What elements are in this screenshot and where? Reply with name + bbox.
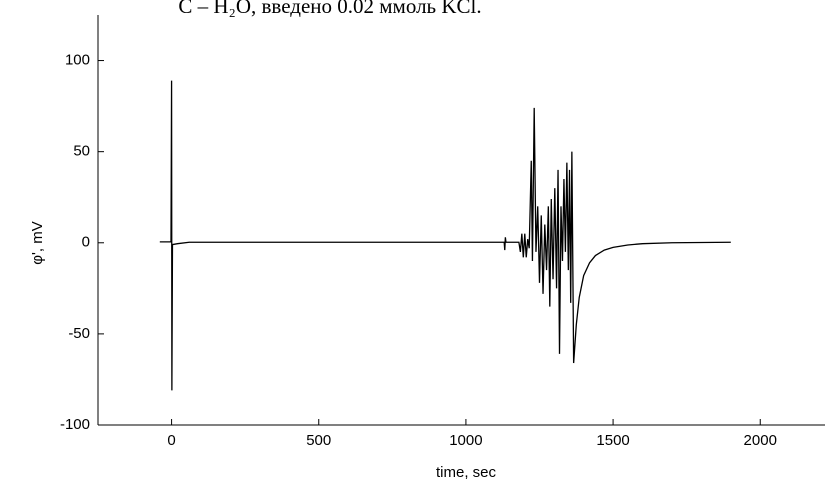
x-tick-label: 1000 (449, 432, 482, 449)
y-axis-label: φ', mV (29, 221, 46, 264)
x-tick-label: 2000 (744, 432, 777, 449)
y-tick-label: 50 (73, 143, 90, 160)
x-tick-label: 0 (167, 432, 175, 449)
y-tick-label: 100 (65, 52, 90, 69)
y-tick-label: 0 (82, 234, 90, 251)
x-axis-label: time, sec (436, 464, 497, 481)
x-tick-label: 500 (306, 432, 331, 449)
y-tick-label: -100 (60, 416, 90, 433)
x-tick-label: 1500 (596, 432, 629, 449)
line-series (159, 80, 731, 391)
y-tick-label: -50 (68, 325, 90, 342)
chart-title: С – H₂O, введено 0.02 ммоль KCl. (178, 0, 481, 18)
